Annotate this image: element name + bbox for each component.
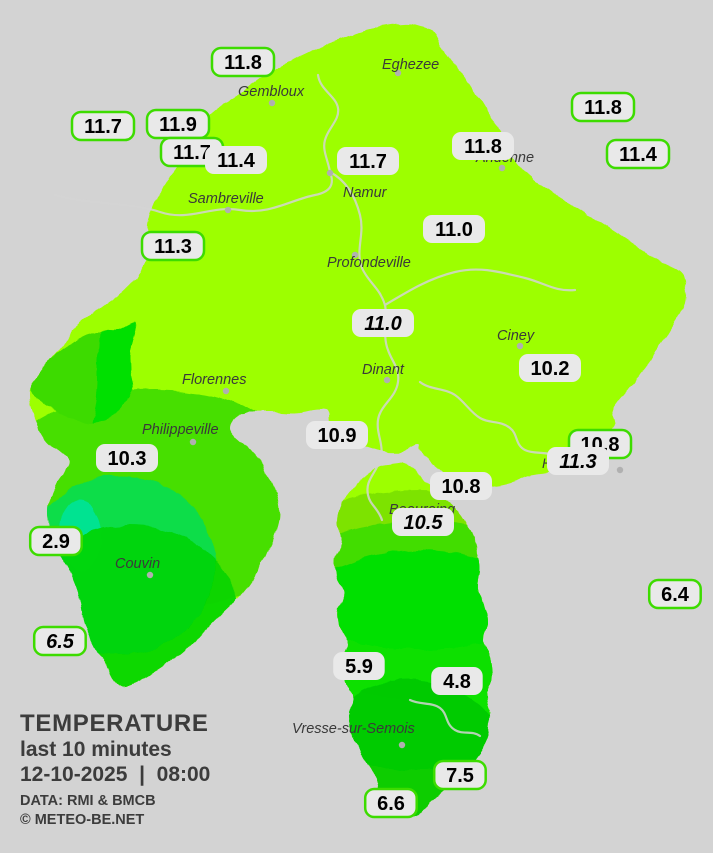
svg-text:10.8: 10.8 <box>442 476 481 498</box>
svg-text:Philippeville: Philippeville <box>142 422 219 438</box>
svg-text:Dinant: Dinant <box>362 362 405 378</box>
svg-text:DATA: RMI & BMCB: DATA: RMI & BMCB <box>20 793 156 809</box>
svg-text:11.3: 11.3 <box>154 236 192 258</box>
svg-text:Vresse-sur-Semois: Vresse-sur-Semois <box>292 721 415 737</box>
svg-text:Couvin: Couvin <box>115 556 160 572</box>
svg-text:11.3: 11.3 <box>559 451 596 473</box>
svg-text:6.4: 6.4 <box>661 584 690 606</box>
svg-text:6.6: 6.6 <box>377 793 405 815</box>
svg-text:11.4: 11.4 <box>217 150 256 172</box>
svg-text:10.9: 10.9 <box>318 425 357 447</box>
svg-text:2.9: 2.9 <box>42 531 70 553</box>
svg-text:4.8: 4.8 <box>443 671 471 693</box>
svg-text:Profondeville: Profondeville <box>327 255 411 271</box>
svg-text:11.8: 11.8 <box>464 136 502 158</box>
svg-text:11.8: 11.8 <box>584 97 622 119</box>
svg-text:Namur: Namur <box>343 185 388 201</box>
svg-text:11.0: 11.0 <box>435 219 473 241</box>
svg-text:11.0: 11.0 <box>364 313 401 335</box>
svg-text:11.4: 11.4 <box>619 144 658 166</box>
svg-text:11.9: 11.9 <box>159 114 197 136</box>
svg-text:5.9: 5.9 <box>345 656 373 678</box>
svg-text:Florennes: Florennes <box>182 372 246 388</box>
svg-text:Eghezee: Eghezee <box>382 57 439 73</box>
svg-text:Ciney: Ciney <box>497 328 535 344</box>
svg-text:TEMPERATURE: TEMPERATURE <box>20 710 209 737</box>
svg-text:10.3: 10.3 <box>108 448 147 470</box>
svg-text:last 10 minutes: last 10 minutes <box>20 738 172 761</box>
svg-text:10.2: 10.2 <box>531 358 570 380</box>
svg-text:11.8: 11.8 <box>224 52 262 74</box>
svg-text:Sambreville: Sambreville <box>188 191 264 207</box>
svg-text:Gembloux: Gembloux <box>238 84 305 100</box>
svg-text:11.7: 11.7 <box>84 116 122 138</box>
svg-text:12-10-2025 | 08:00: 12-10-2025 | 08:00 <box>20 763 210 786</box>
svg-text:10.5: 10.5 <box>404 512 444 534</box>
svg-text:© METEO-BE.NET: © METEO-BE.NET <box>20 812 144 828</box>
svg-text:6.5: 6.5 <box>46 631 75 653</box>
svg-text:11.7: 11.7 <box>349 151 387 173</box>
svg-text:7.5: 7.5 <box>446 765 474 787</box>
